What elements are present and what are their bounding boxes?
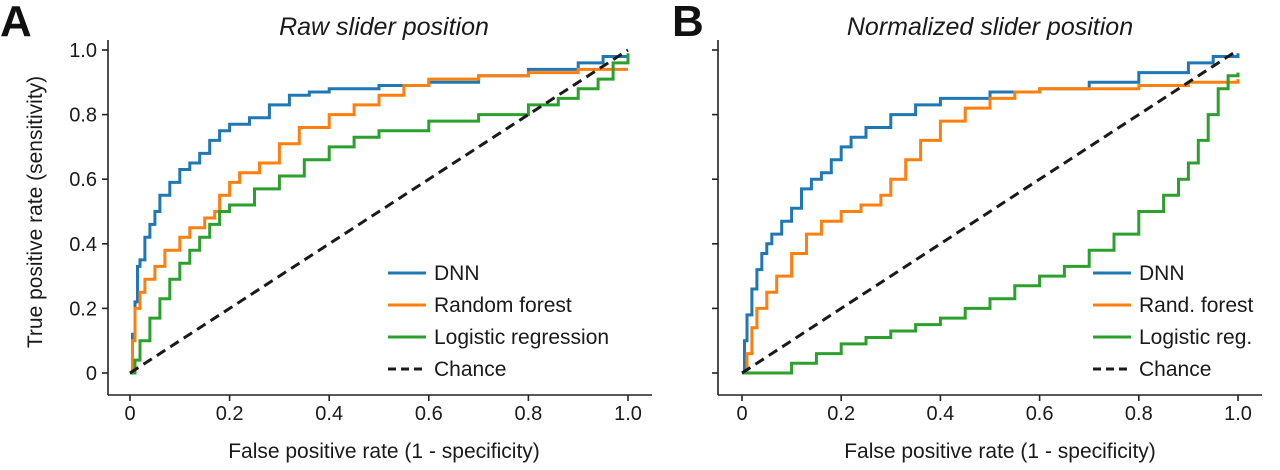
panel-b-legend-label-chance: Chance — [1139, 358, 1211, 381]
panel-b-series-logistic-reg — [742, 72, 1240, 375]
panel-a-letter: A — [0, 0, 32, 46]
panel-a-x-tick-label: 0 — [124, 403, 135, 425]
panel-a-y-tick-label: 0 — [86, 363, 97, 385]
panel-a-plot-area — [129, 48, 630, 375]
panel-a-legend-label-random-forest: Random forest — [434, 294, 572, 317]
panel-b-plot-area — [741, 48, 1240, 375]
panel-b-x-tick-label: 0 — [736, 403, 747, 425]
panel-a-axes: 0 0.2 0.4 0.6 0.8 1.0 0 0.2 0.4 0.6 0.8 1.0 — [69, 40, 652, 425]
panel-a-series-dnn — [130, 55, 628, 375]
panel-a-y-tick-label: 0.8 — [69, 105, 97, 127]
panel-a-legend-label-chance: Chance — [434, 358, 506, 381]
panel-a-y-tick-label: 0.4 — [69, 234, 97, 256]
panel-a: A Raw slider position False positive rat… — [0, 0, 652, 463]
panel-b-x-tick-label: 1.0 — [1224, 403, 1252, 425]
panel-a-x-tick-label: 0.2 — [216, 403, 244, 425]
panel-a-y-tick-label: 0.6 — [69, 169, 97, 191]
panel-a-x-tick-label: 1.0 — [614, 403, 642, 425]
panel-b-legend: DNN Rand. forest Logistic reg. Chance — [1093, 262, 1254, 381]
panel-b-legend-label-logistic-reg: Logistic reg. — [1139, 326, 1252, 349]
panel-a-series-chance — [129, 48, 629, 375]
panel-b: B Normalized slider position False posit… — [672, 0, 1262, 463]
panel-b-x-tick-label: 0.6 — [1026, 403, 1054, 425]
panel-b-series-rand-forest — [742, 79, 1240, 375]
panel-a-xlabel: False positive rate (1 - specificity) — [228, 440, 540, 463]
panel-a-legend: DNN Random forest Logistic regression Chanc… — [388, 262, 609, 381]
panel-a-series-logistic-regression — [130, 53, 630, 375]
panel-b-letter: B — [672, 0, 704, 46]
panel-b-axes: 0 0.2 0.4 0.6 0.8 1.0 — [712, 40, 1262, 425]
panel-a-legend-label-dnn: DNN — [434, 262, 480, 285]
panel-a-series-random-forest — [130, 67, 628, 375]
panel-b-legend-label-dnn: DNN — [1139, 262, 1185, 285]
panel-b-legend-label-rand-forest: Rand. forest — [1139, 294, 1254, 317]
panel-b-x-tick-label: 0.8 — [1125, 403, 1153, 425]
panel-b-title: Normalized slider position — [847, 13, 1133, 41]
panel-a-x-tick-label: 0.8 — [514, 403, 542, 425]
panel-a-legend-label-logistic-regression: Logistic regression — [434, 326, 609, 349]
panel-b-x-tick-label: 0.4 — [926, 403, 954, 425]
panel-b-x-tick-label: 0.2 — [827, 403, 855, 425]
panel-b-series-chance — [741, 48, 1239, 375]
panel-b-series-dnn — [742, 53, 1240, 375]
panel-b-xlabel: False positive rate (1 - specificity) — [844, 440, 1156, 463]
panel-a-ylabel: True positive rate (sensitivity) — [24, 76, 47, 348]
panel-a-y-tick-label: 0.2 — [69, 298, 97, 320]
panel-a-title: Raw slider position — [279, 13, 489, 41]
panel-a-x-tick-label: 0.6 — [415, 403, 443, 425]
panel-a-x-tick-label: 0.4 — [315, 403, 343, 425]
panel-a-y-tick-label: 1.0 — [69, 40, 97, 62]
